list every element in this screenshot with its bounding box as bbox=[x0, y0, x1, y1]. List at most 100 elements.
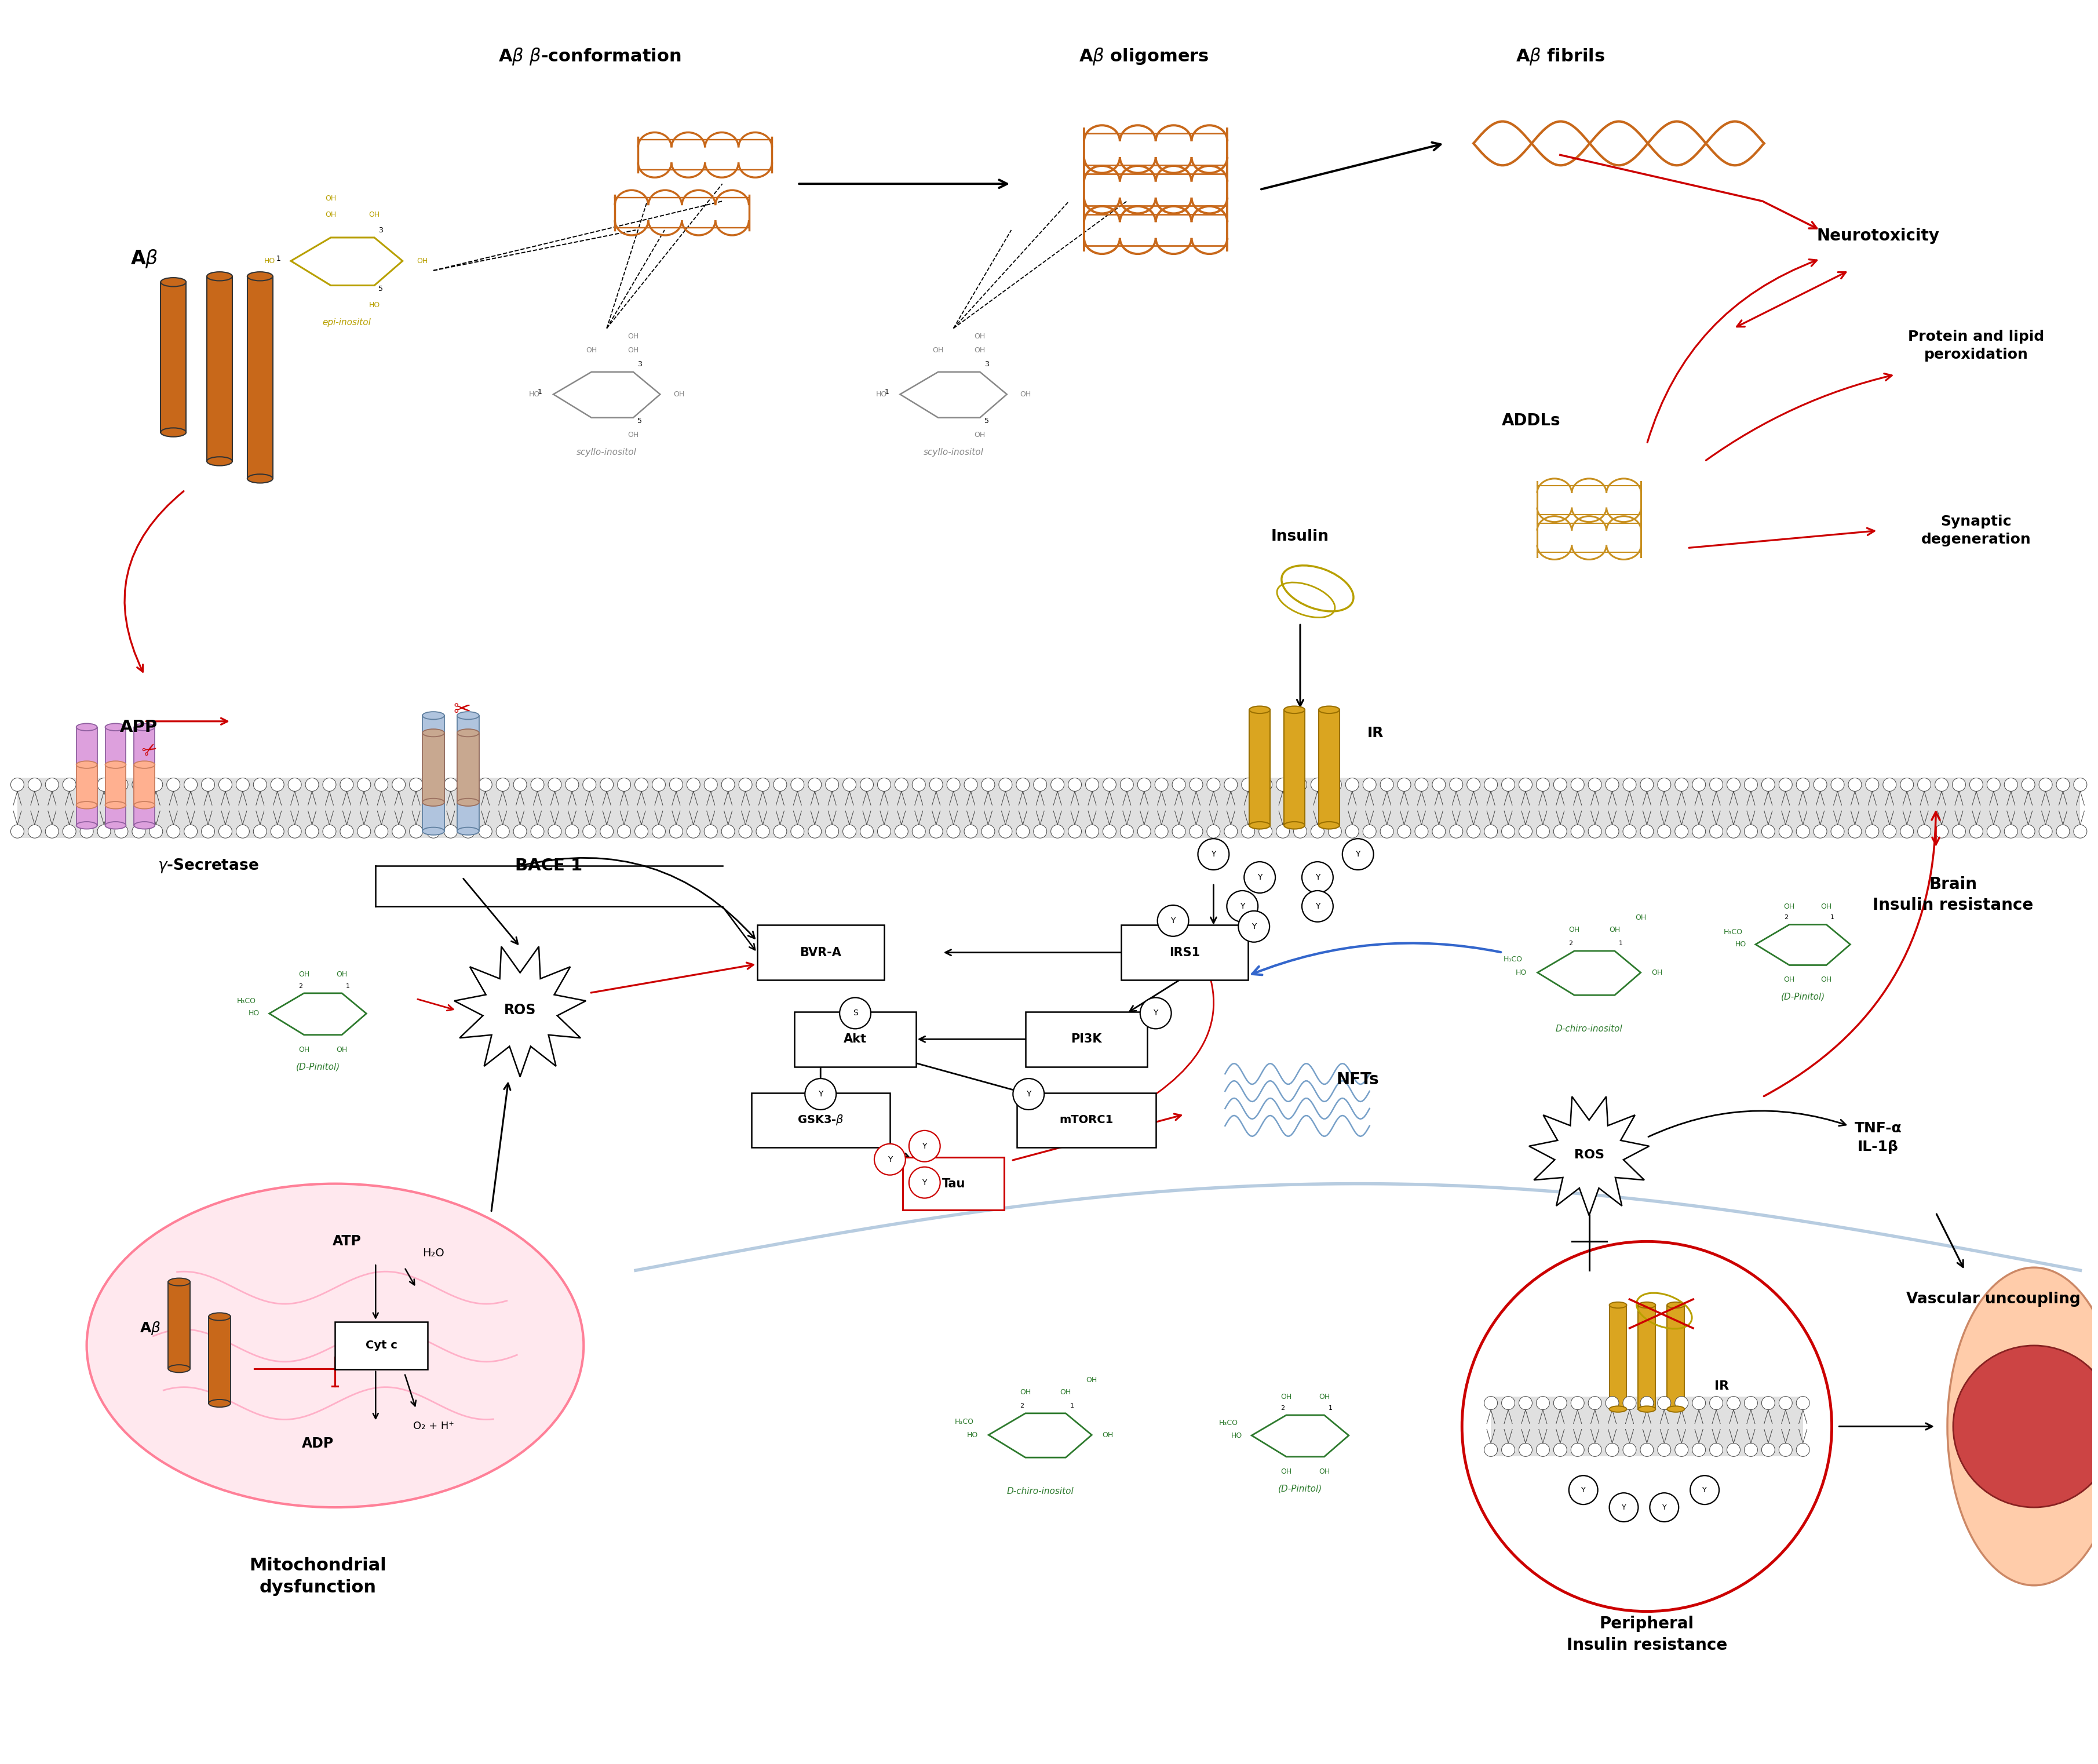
Circle shape bbox=[27, 778, 42, 792]
Circle shape bbox=[839, 998, 871, 1028]
Circle shape bbox=[1198, 838, 1229, 870]
Ellipse shape bbox=[76, 822, 97, 829]
Circle shape bbox=[445, 778, 457, 792]
Circle shape bbox=[149, 778, 164, 792]
Text: ✂: ✂ bbox=[141, 739, 162, 762]
Circle shape bbox=[652, 778, 665, 792]
Text: Tau: Tau bbox=[942, 1178, 965, 1189]
Circle shape bbox=[1223, 778, 1238, 792]
Circle shape bbox=[1710, 778, 1722, 792]
FancyBboxPatch shape bbox=[1026, 1013, 1148, 1067]
Circle shape bbox=[1104, 826, 1116, 838]
Ellipse shape bbox=[76, 760, 97, 769]
Text: Mitochondrial
dysfunction: Mitochondrial dysfunction bbox=[250, 1558, 386, 1596]
Circle shape bbox=[462, 826, 474, 838]
Text: OH: OH bbox=[1101, 1431, 1114, 1439]
Circle shape bbox=[1364, 778, 1376, 792]
Circle shape bbox=[1519, 778, 1532, 792]
Text: OH: OH bbox=[336, 970, 348, 979]
Ellipse shape bbox=[457, 711, 478, 720]
Circle shape bbox=[617, 826, 631, 838]
Circle shape bbox=[600, 778, 613, 792]
Circle shape bbox=[271, 826, 283, 838]
Circle shape bbox=[1762, 778, 1775, 792]
Circle shape bbox=[1206, 778, 1221, 792]
Ellipse shape bbox=[168, 1279, 191, 1286]
Circle shape bbox=[63, 778, 76, 792]
Circle shape bbox=[1303, 891, 1332, 923]
Text: GSK3-$\beta$: GSK3-$\beta$ bbox=[797, 1113, 843, 1127]
Circle shape bbox=[808, 778, 822, 792]
Text: HO: HO bbox=[967, 1431, 978, 1439]
Text: Y: Y bbox=[818, 1090, 822, 1099]
Circle shape bbox=[1865, 778, 1880, 792]
Circle shape bbox=[1154, 778, 1169, 792]
Circle shape bbox=[478, 778, 493, 792]
Circle shape bbox=[1727, 778, 1739, 792]
Text: Y: Y bbox=[887, 1155, 892, 1164]
Text: OH: OH bbox=[1821, 975, 1832, 983]
Text: Y: Y bbox=[1315, 873, 1320, 882]
Ellipse shape bbox=[105, 723, 126, 730]
Circle shape bbox=[1796, 778, 1811, 792]
Circle shape bbox=[1970, 778, 1983, 792]
Circle shape bbox=[426, 826, 441, 838]
Text: Y: Y bbox=[1315, 901, 1320, 910]
Circle shape bbox=[1294, 826, 1307, 838]
Circle shape bbox=[1502, 778, 1515, 792]
Ellipse shape bbox=[208, 1312, 231, 1321]
Ellipse shape bbox=[1320, 822, 1339, 829]
Text: Brain
Insulin resistance: Brain Insulin resistance bbox=[1874, 877, 2033, 914]
Circle shape bbox=[908, 1131, 940, 1162]
Text: PI3K: PI3K bbox=[1070, 1034, 1101, 1044]
Circle shape bbox=[1154, 826, 1169, 838]
Circle shape bbox=[566, 826, 579, 838]
Circle shape bbox=[1502, 1397, 1515, 1409]
Circle shape bbox=[149, 826, 164, 838]
Circle shape bbox=[80, 778, 92, 792]
Bar bbox=[1320, 709, 1339, 826]
Bar bbox=[1248, 709, 1269, 826]
Text: HO: HO bbox=[264, 258, 275, 265]
Circle shape bbox=[1987, 778, 1999, 792]
Circle shape bbox=[1693, 778, 1706, 792]
Circle shape bbox=[514, 826, 527, 838]
Circle shape bbox=[1343, 838, 1374, 870]
Text: 3: 3 bbox=[378, 226, 382, 235]
Ellipse shape bbox=[422, 729, 445, 737]
Text: OH: OH bbox=[585, 346, 598, 355]
Circle shape bbox=[1813, 826, 1827, 838]
Text: H₃CO: H₃CO bbox=[1504, 956, 1523, 963]
Circle shape bbox=[908, 1168, 940, 1198]
Circle shape bbox=[27, 826, 42, 838]
Circle shape bbox=[738, 778, 751, 792]
Text: 1: 1 bbox=[885, 388, 890, 395]
Text: HO: HO bbox=[369, 302, 380, 309]
Circle shape bbox=[1901, 826, 1913, 838]
Text: S: S bbox=[852, 1009, 858, 1018]
Circle shape bbox=[1311, 826, 1324, 838]
Text: D-chiro-inositol: D-chiro-inositol bbox=[1007, 1487, 1074, 1496]
Circle shape bbox=[1953, 778, 1966, 792]
Circle shape bbox=[1970, 826, 1983, 838]
Circle shape bbox=[755, 778, 770, 792]
Circle shape bbox=[1588, 778, 1601, 792]
Ellipse shape bbox=[248, 272, 273, 280]
Circle shape bbox=[1034, 778, 1047, 792]
Circle shape bbox=[218, 826, 233, 838]
Circle shape bbox=[2073, 778, 2088, 792]
Text: H₃CO: H₃CO bbox=[955, 1418, 973, 1425]
Circle shape bbox=[166, 778, 180, 792]
Circle shape bbox=[1137, 778, 1152, 792]
Circle shape bbox=[860, 826, 873, 838]
Circle shape bbox=[1624, 778, 1636, 792]
Circle shape bbox=[896, 826, 908, 838]
Circle shape bbox=[80, 826, 92, 838]
Text: $\gamma$-Secretase: $\gamma$-Secretase bbox=[157, 857, 258, 875]
Circle shape bbox=[1569, 1475, 1599, 1505]
Ellipse shape bbox=[1609, 1406, 1626, 1413]
Bar bbox=[105, 764, 126, 804]
FancyBboxPatch shape bbox=[336, 1321, 428, 1369]
Circle shape bbox=[1674, 1397, 1689, 1409]
Circle shape bbox=[1345, 778, 1360, 792]
